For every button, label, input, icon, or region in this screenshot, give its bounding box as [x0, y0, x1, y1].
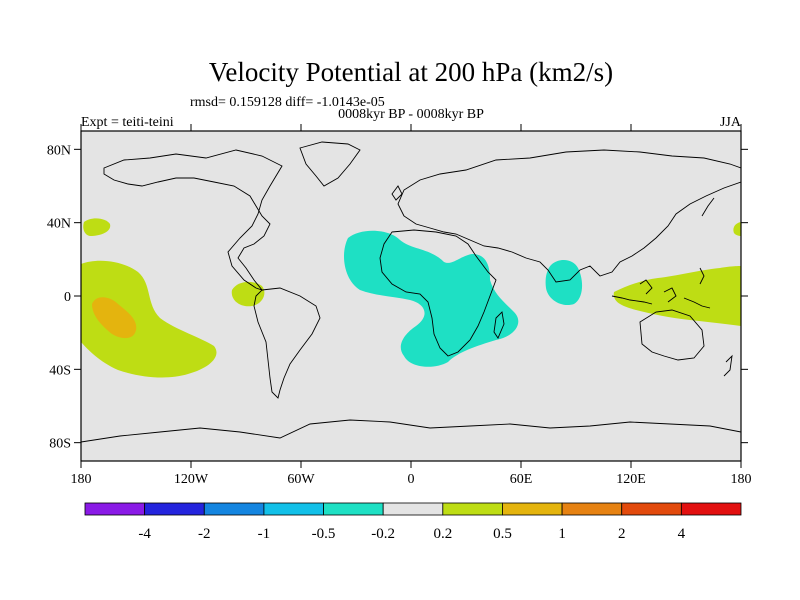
coastline-north-america: [103, 149, 283, 291]
y-tick-label: 40S: [49, 363, 71, 378]
anomaly-east-pacific: [81, 260, 217, 378]
map-panel: [80, 130, 742, 462]
anomaly-central-pacific-core: [92, 297, 137, 339]
coastline-south-america: [253, 287, 321, 399]
y-tick-label: 40N: [47, 217, 71, 232]
colorbar-swatch: [323, 502, 384, 516]
stats-label: rmsd= 0.159128 diff= -1.0143e-05: [190, 95, 385, 110]
colorbar: -4 -2 -1 -0.5 -0.2 0.2 0.5 1 2 4: [84, 502, 742, 542]
experiment-label: Expt = teiti-teini: [81, 115, 174, 130]
colorbar-label: -0.5: [312, 526, 336, 542]
colorbar-swatch: [382, 502, 444, 516]
coastline-africa: [379, 229, 497, 357]
coastline-antarctica: [81, 419, 741, 443]
coastline-maritime-islands: [611, 267, 711, 309]
anomaly-africa-atlantic: [344, 230, 519, 367]
colorbar-label: 1: [558, 526, 566, 542]
anomaly-north-pacific: [83, 218, 111, 236]
coastline-greenland: [299, 141, 361, 187]
colorbar-label: -1: [258, 526, 271, 542]
colorbar-swatch: [502, 502, 563, 516]
colorbar-label: 4: [678, 526, 686, 542]
y-tick-label: 80N: [47, 143, 71, 158]
colorbar-swatch: [561, 502, 623, 516]
colorbar-swatch: [621, 502, 682, 516]
x-tick-label: 120W: [174, 472, 209, 487]
x-tick-label: 180: [71, 472, 92, 487]
x-tick-label: 120E: [616, 472, 646, 487]
anomaly-indian-ocean: [545, 259, 583, 306]
anomaly-north-pacific-east: [733, 222, 741, 236]
x-tick-label: 60W: [287, 472, 315, 487]
colorbar-swatch: [203, 502, 265, 516]
coastline-japan: [701, 197, 715, 217]
colorbar-label: 0.5: [493, 526, 512, 542]
season-label: JJA: [720, 115, 742, 130]
coastline-eurasia: [397, 149, 741, 283]
coastline-australia: [639, 309, 705, 361]
colorbar-swatch: [263, 502, 324, 516]
period-label: 0008kyr BP - 0008kyr BP: [338, 107, 484, 122]
y-tick-label: 80S: [49, 437, 71, 452]
colorbar-label: -2: [198, 526, 211, 542]
coastline-new-zealand: [723, 354, 733, 377]
colorbar-label: -0.2: [371, 526, 395, 542]
coastline-madagascar: [493, 311, 505, 339]
y-tick-label: 0: [64, 290, 71, 305]
coastline-uk: [391, 185, 403, 201]
x-tick-label: 60E: [510, 472, 533, 487]
colorbar-swatch: [84, 502, 146, 516]
anomaly-maritime-continent: [613, 266, 741, 326]
x-tick-label: 0: [408, 472, 415, 487]
coastlines: [81, 141, 741, 443]
x-tick-label: 180: [731, 472, 752, 487]
colorbar-label: 2: [618, 526, 626, 542]
map-title: Velocity Potential at 200 hPa (km2/s): [209, 57, 613, 87]
axes: 80N 40N 0 40S 80S 180 120W 60W 0 60E 120E 180: [47, 124, 752, 487]
colorbar-label: -4: [138, 526, 151, 542]
colorbar-swatch: [680, 502, 742, 516]
colorbar-swatch: [442, 502, 503, 516]
colorbar-swatch: [144, 502, 205, 516]
colorbar-label: 0.2: [433, 526, 452, 542]
